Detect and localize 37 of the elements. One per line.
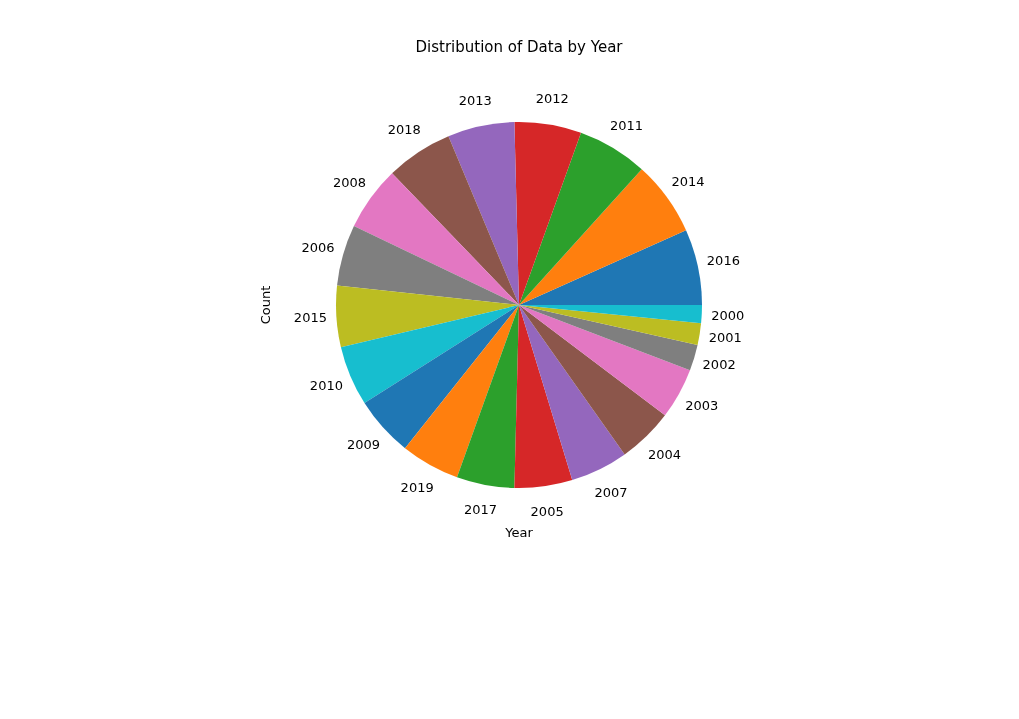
slice-label: 2000 [711,307,745,323]
pie-slice [519,132,642,305]
slice-label: 2008 [332,174,367,190]
slice-label: 2007 [594,484,628,500]
pie-slice [448,122,519,305]
slice-label: 2015 [293,310,327,326]
slice-label: 2012 [535,90,569,106]
chart-title: Distribution of Data by Year [415,38,624,56]
slice-label: 2003 [685,398,719,414]
slice-label: 2002 [702,357,736,373]
slice-label: 2014 [671,174,705,190]
pie-slice [405,305,519,478]
pie-slice [519,305,625,481]
slice-label: 2016 [706,253,740,269]
pie-slice [392,136,519,305]
slice-label: 2005 [530,504,564,520]
text: Year [504,525,534,540]
pie-slice [457,305,519,488]
slice-label: 2004 [647,447,681,463]
pie-slice [519,305,702,345]
pie-slice [514,122,581,305]
slice-label: 2013 [458,92,492,108]
pie-slice [514,305,573,488]
text: Count [258,285,273,325]
slice-label: 2009 [346,436,381,452]
slice-label: 2019 [400,479,434,495]
slice-label: 2010 [309,378,343,394]
pie-slice [519,230,702,305]
pie-slice [336,285,519,348]
slice-label: 2017 [463,502,498,518]
pie-slice [340,305,519,404]
pie-slice [519,305,698,371]
slice-label: 2011 [609,117,644,133]
pie-slice [337,226,519,305]
slice-label: 2006 [301,239,335,255]
slice-label: 2001 [708,330,742,346]
slice-label: 2018 [387,122,421,138]
